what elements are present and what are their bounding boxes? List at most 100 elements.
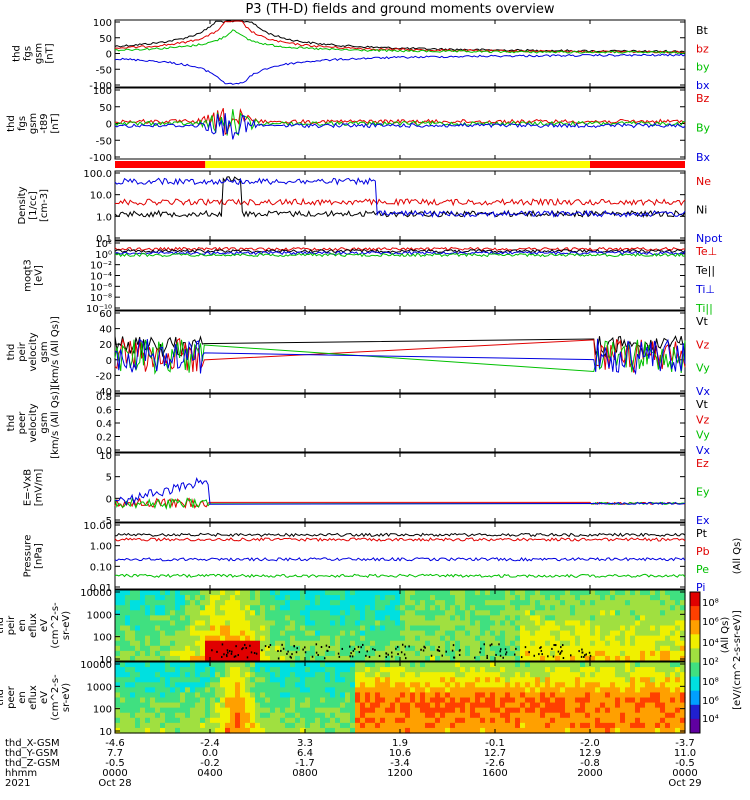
spectrogram-cell (520, 615, 526, 622)
spectrogram-cell (160, 600, 166, 606)
spectrogram-cell (300, 640, 306, 647)
spectrogram-cell (215, 635, 221, 642)
spectrogram-cell (450, 650, 456, 657)
spectrogram-cell (430, 630, 436, 637)
spectrogram-cell (515, 605, 521, 611)
spectrogram-cell (430, 590, 436, 596)
spectrogram-cell (130, 677, 136, 683)
spectrogram-cell (285, 615, 291, 622)
spectrogram-cell (465, 630, 471, 637)
spectrogram-cell (310, 682, 316, 688)
spectrogram-cell (330, 667, 336, 673)
y-tick-label: 50 (99, 103, 112, 114)
spectrogram-cell (245, 595, 251, 601)
spectrogram-cell (195, 605, 201, 611)
spectrogram-cell (575, 697, 581, 704)
no-data-mark (395, 647, 397, 650)
spectrogram-cell (290, 717, 296, 724)
spectrogram-cell (480, 672, 486, 678)
spectrogram-cell (300, 635, 306, 642)
spectrogram-cell (395, 620, 401, 627)
spectrogram-cell (595, 672, 601, 678)
spectrogram-cell (505, 712, 511, 719)
no-data-mark (390, 651, 393, 654)
spectrogram-cell (610, 672, 616, 678)
spectrogram-cell (125, 687, 131, 694)
spectrogram-cell (225, 707, 231, 714)
spectrogram-cell (285, 635, 291, 642)
spectrogram-cell (275, 630, 281, 637)
spectrogram-cell (225, 682, 231, 688)
spectrogram-cell (480, 662, 486, 668)
spectrogram-cell (380, 662, 386, 668)
spectrogram-cell (435, 595, 441, 601)
spectrogram-cell (545, 655, 551, 662)
spectrogram-cell (285, 640, 291, 647)
spectrogram-cell (540, 697, 546, 704)
spectrogram-cell (145, 635, 151, 642)
spectrogram-cell (440, 635, 446, 642)
spectrogram-cell (250, 605, 256, 611)
spectrogram-cell (155, 727, 161, 734)
spectrogram-cell (240, 697, 246, 704)
spectrogram-cell (530, 722, 536, 729)
spectrogram-cell (320, 667, 326, 673)
spectrogram-cell (360, 600, 366, 606)
spectrogram-cell (630, 595, 636, 601)
spectrogram-cell (610, 702, 616, 709)
spectrogram-cell (635, 717, 641, 724)
spectrogram-cell (340, 620, 346, 627)
spectrogram-cell (150, 605, 156, 611)
spectrogram-cell (470, 620, 476, 627)
spectrogram-cell (625, 707, 631, 714)
spectrogram-cell (630, 600, 636, 606)
spectrogram-cell (535, 625, 541, 632)
spectrogram-cell (565, 655, 571, 662)
spectrogram-cell (295, 672, 301, 678)
spectrogram-cell (255, 650, 261, 657)
spectrogram-cell (400, 717, 406, 724)
spectrogram-cell (335, 687, 341, 694)
spectrogram-cell (155, 615, 161, 622)
spectrogram-cell (255, 615, 261, 622)
spectrogram-cell (300, 697, 306, 704)
spectrogram-cell (175, 692, 181, 699)
legend-bz: Bz (696, 92, 710, 105)
spectrogram-cell (130, 717, 136, 724)
spectrogram-cell (585, 677, 591, 683)
spectrogram-cell (435, 702, 441, 709)
spectrogram-cell (480, 722, 486, 729)
no-data-mark (533, 654, 535, 657)
spectrogram-cell (285, 697, 291, 704)
no-data-mark (227, 651, 229, 654)
spectrogram-cell (600, 687, 606, 694)
spectrogram-cell (160, 590, 166, 596)
spectrogram-cell (170, 650, 176, 657)
spectrogram-cell (120, 727, 126, 734)
no-data-mark (453, 656, 456, 659)
spectrogram-cell (560, 667, 566, 673)
spectrogram-cell (520, 692, 526, 699)
legend-vt: Vt (696, 315, 709, 328)
spectrogram-cell (185, 625, 191, 632)
spectrogram-cell (270, 662, 276, 668)
spectrogram-cell (285, 620, 291, 627)
spectrogram-cell (510, 662, 516, 668)
spectrogram-cell (630, 645, 636, 652)
y-axis-label: peir (6, 615, 17, 635)
spectrogram-cell (300, 650, 306, 657)
spectrogram-cell (200, 630, 206, 637)
spectrogram-cell (660, 645, 666, 652)
spectrogram-cell (160, 645, 166, 652)
spectrogram-cell (405, 712, 411, 719)
spectrogram-cell (345, 702, 351, 709)
spectrogram-cell (475, 667, 481, 673)
spectrogram-cell (315, 682, 321, 688)
spectrogram-cell (120, 650, 126, 657)
spectrogram-cell (175, 615, 181, 622)
spectrogram-cell (340, 610, 346, 616)
spectrogram-cell (300, 610, 306, 616)
spectrogram-cell (115, 702, 121, 709)
spectrogram-cell (280, 655, 286, 662)
spectrogram-cell (665, 687, 671, 694)
